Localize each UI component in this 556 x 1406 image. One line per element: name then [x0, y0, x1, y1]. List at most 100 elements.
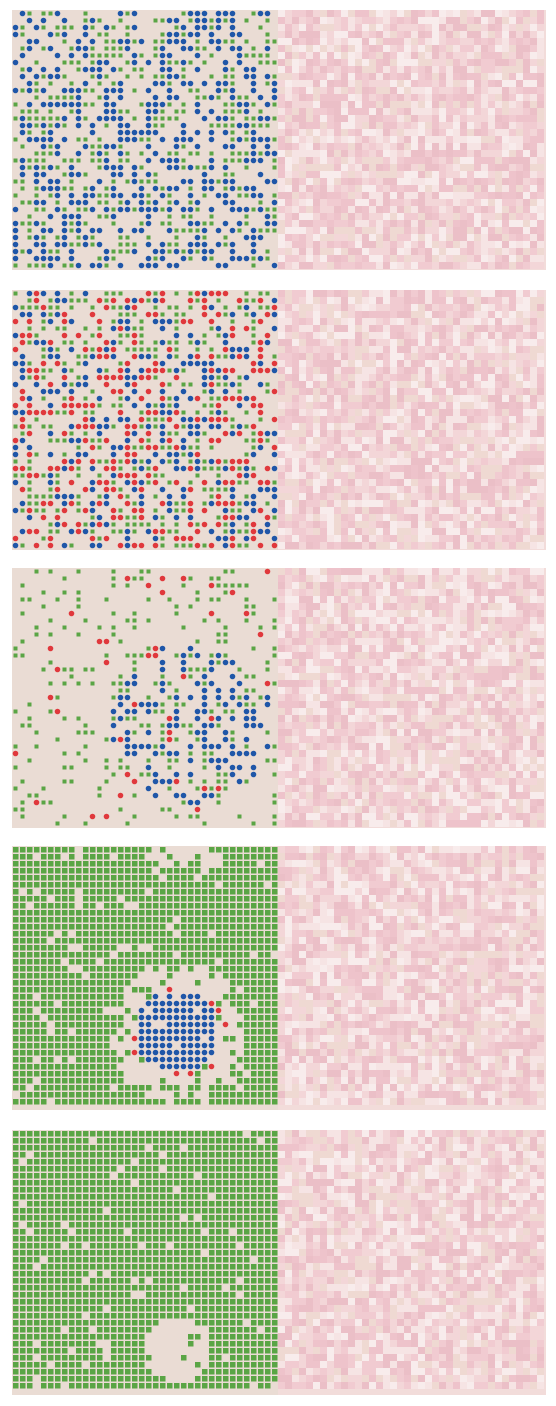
- blue-dot: [229, 255, 236, 262]
- noise-cell: [418, 192, 425, 199]
- blue-dot: [243, 157, 250, 164]
- noise-cell: [292, 500, 299, 507]
- red-dot: [89, 311, 96, 318]
- blue-dot: [89, 465, 96, 472]
- noise-cell: [348, 617, 355, 624]
- noise-cell: [390, 185, 397, 192]
- noise-cell: [502, 437, 509, 444]
- noise-cell: [425, 437, 432, 444]
- green-cell: [265, 32, 270, 37]
- noise-cell: [383, 423, 390, 430]
- noise-cell: [495, 353, 502, 360]
- green-cell: [195, 95, 200, 100]
- red-dot: [110, 458, 117, 465]
- noise-cell: [362, 66, 369, 73]
- red-dot: [173, 535, 180, 542]
- noise-cell: [453, 234, 460, 241]
- blue-dot: [75, 150, 82, 157]
- red-dot: [201, 311, 208, 318]
- noise-cell: [523, 157, 530, 164]
- noise-cell: [390, 157, 397, 164]
- noise-cell: [306, 395, 313, 402]
- noise-cell: [362, 87, 369, 94]
- noise-cell: [376, 297, 383, 304]
- noise-cell: [432, 129, 439, 136]
- green-cell: [195, 473, 200, 478]
- noise-cell: [390, 624, 397, 631]
- red-dot: [138, 416, 145, 423]
- noise-cell: [341, 430, 348, 437]
- noise-cell: [369, 101, 376, 108]
- noise-cell: [502, 290, 509, 297]
- noise-cell: [313, 521, 320, 528]
- blue-dot: [96, 430, 103, 437]
- noise-cell: [320, 388, 327, 395]
- noise-cell: [432, 610, 439, 617]
- noise-cell: [397, 430, 404, 437]
- noise-cell: [306, 507, 313, 514]
- green-cell: [13, 137, 18, 142]
- green-cell: [244, 291, 249, 296]
- noise-cell: [299, 66, 306, 73]
- blue-dot: [194, 52, 201, 59]
- green-cell: [132, 207, 137, 212]
- noise-cell: [376, 80, 383, 87]
- noise-cell: [292, 297, 299, 304]
- noise-cell: [460, 129, 467, 136]
- noise-cell: [439, 234, 446, 241]
- green-cell: [195, 639, 200, 644]
- red-dot: [159, 528, 166, 535]
- green-cell: [132, 529, 137, 534]
- noise-cell: [306, 101, 313, 108]
- green-cell: [216, 576, 221, 581]
- noise-cell: [299, 444, 306, 451]
- noise-cell: [320, 528, 327, 535]
- green-cell: [244, 312, 249, 317]
- noise-cell: [348, 575, 355, 582]
- green-cell: [174, 501, 179, 506]
- noise-cell: [292, 332, 299, 339]
- blue-dot: [138, 206, 145, 213]
- blue-dot: [47, 402, 54, 409]
- noise-cell: [537, 227, 544, 234]
- noise-cell: [299, 325, 306, 332]
- noise-cell: [299, 220, 306, 227]
- noise-cell: [341, 514, 348, 521]
- red-dot: [250, 367, 257, 374]
- noise-cell: [390, 596, 397, 603]
- noise-cell: [334, 409, 341, 416]
- noise-cell: [509, 367, 516, 374]
- noise-cell: [404, 575, 411, 582]
- noise-cell: [334, 241, 341, 248]
- noise-cell: [355, 178, 362, 185]
- green-cell: [209, 410, 214, 415]
- green-cell: [48, 144, 53, 149]
- noise-cell: [292, 325, 299, 332]
- blue-dot: [222, 59, 229, 66]
- noise-cell: [341, 178, 348, 185]
- red-dot: [124, 297, 131, 304]
- noise-cell: [285, 617, 292, 624]
- blue-dot: [145, 353, 152, 360]
- blue-dot: [96, 115, 103, 122]
- noise-cell: [292, 596, 299, 603]
- blue-dot: [131, 192, 138, 199]
- noise-cell: [467, 164, 474, 171]
- noise-cell: [334, 416, 341, 423]
- noise-cell: [488, 423, 495, 430]
- blue-dot: [250, 136, 257, 143]
- green-cell: [230, 417, 235, 422]
- blue-dot: [180, 444, 187, 451]
- noise-cell: [397, 59, 404, 66]
- green-cell: [104, 459, 109, 464]
- noise-cell: [474, 157, 481, 164]
- green-cell: [244, 424, 249, 429]
- noise-cell: [404, 108, 411, 115]
- green-cell: [111, 46, 116, 51]
- red-dot: [208, 290, 215, 297]
- noise-cell: [278, 297, 285, 304]
- red-dot: [61, 402, 68, 409]
- noise-cell: [285, 206, 292, 213]
- noise-cell: [418, 528, 425, 535]
- noise-cell: [474, 416, 481, 423]
